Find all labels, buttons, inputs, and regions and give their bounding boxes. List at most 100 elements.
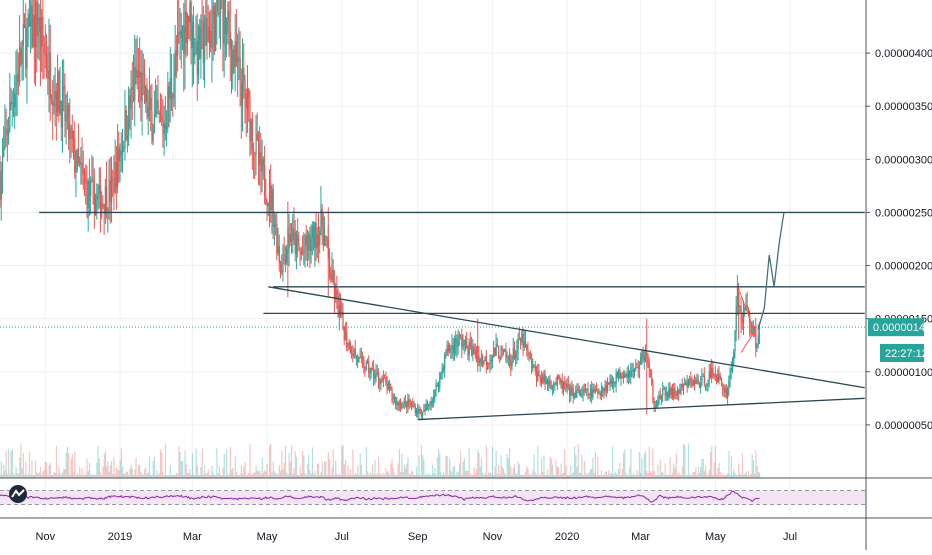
- volume-bar: [711, 446, 712, 478]
- volume-bar: [62, 472, 63, 478]
- volume-bar: [170, 465, 171, 478]
- candle-body: [286, 249, 287, 263]
- volume-bar: [587, 474, 588, 478]
- candle-body: [169, 86, 170, 98]
- volume-bar: [449, 458, 450, 478]
- candle-body: [600, 393, 601, 396]
- volume-bar: [715, 446, 716, 478]
- volume-bar: [602, 475, 603, 478]
- volume-bar: [670, 457, 671, 478]
- volume-bar: [279, 465, 280, 478]
- tradingview-logo-icon[interactable]: [9, 485, 27, 503]
- volume-bar: [720, 472, 721, 478]
- candle-body: [471, 345, 472, 355]
- candle-body: [14, 94, 15, 108]
- candle-body: [270, 183, 271, 210]
- candle-body: [641, 351, 642, 357]
- candle-body: [616, 373, 617, 384]
- candle-body: [575, 391, 576, 397]
- volume-bar: [30, 474, 31, 478]
- volume-bar: [188, 473, 189, 478]
- volume-bar: [134, 470, 135, 478]
- candle-body: [113, 178, 114, 193]
- volume-bar: [383, 473, 384, 478]
- candle-body: [17, 74, 18, 82]
- volume-bar: [64, 469, 65, 478]
- candle-body: [214, 6, 215, 51]
- candle-body: [112, 178, 113, 179]
- candle-body: [361, 356, 362, 357]
- candle-body: [268, 203, 269, 206]
- volume-bar: [151, 475, 152, 478]
- rsi-panel: [0, 491, 866, 505]
- candle-body: [282, 255, 283, 273]
- candle-body: [710, 371, 711, 377]
- candle-body: [651, 377, 652, 385]
- volume-bar: [8, 449, 9, 478]
- volume-bar: [329, 459, 330, 478]
- volume-bar: [654, 471, 655, 478]
- candle-body: [658, 395, 659, 401]
- candle-body: [33, 15, 34, 47]
- candle-body: [90, 181, 91, 196]
- candle-body: [186, 11, 187, 42]
- candle-body: [451, 346, 452, 348]
- volume-bar: [122, 467, 123, 478]
- candle-body: [46, 55, 47, 71]
- candle-body: [220, 0, 221, 13]
- candle-body: [368, 362, 369, 373]
- candle-body: [124, 110, 125, 148]
- candle-body: [154, 115, 155, 133]
- candle-body: [187, 16, 188, 43]
- candle-body: [663, 388, 664, 389]
- candle-body: [52, 102, 53, 106]
- candle-body: [548, 381, 549, 386]
- candle-body: [369, 373, 370, 374]
- x-tick-label: Mar: [183, 531, 202, 543]
- volume-bar: [123, 474, 124, 478]
- volume-bar: [205, 474, 206, 478]
- candle-body: [30, 5, 31, 26]
- candle-body: [11, 102, 12, 104]
- candle-body: [421, 411, 422, 416]
- candle-body: [292, 228, 293, 240]
- volume-bar: [273, 462, 274, 478]
- volume-bar: [40, 467, 41, 478]
- candle-body: [405, 401, 406, 402]
- volume-bar: [742, 454, 743, 478]
- candle-body: [149, 98, 150, 106]
- candle-body: [672, 388, 673, 397]
- candle-body: [747, 305, 748, 308]
- volume-bar: [513, 468, 514, 478]
- candle-body: [429, 405, 430, 406]
- candle-body: [508, 357, 509, 358]
- volume-bar: [447, 456, 448, 478]
- candle-body: [456, 346, 457, 347]
- volume-bar: [597, 457, 598, 478]
- candle-body: [31, 5, 32, 47]
- volume-bar: [36, 473, 37, 478]
- volume-bar: [412, 472, 413, 478]
- volume-bar: [478, 453, 479, 478]
- volume-bar: [289, 453, 290, 478]
- candle-body: [71, 128, 72, 131]
- volume-bar: [438, 449, 439, 478]
- volume-bar: [614, 472, 615, 478]
- candle-body: [182, 25, 183, 38]
- candle-body: [351, 353, 352, 354]
- candle-body: [727, 388, 728, 398]
- candle-body: [360, 356, 361, 357]
- candle-body: [131, 87, 132, 109]
- candle-body: [407, 399, 408, 407]
- volume-bar: [236, 472, 237, 478]
- candle-body: [300, 251, 301, 254]
- candle-body: [99, 185, 100, 193]
- candle-body: [541, 377, 542, 382]
- candle-body: [415, 406, 416, 412]
- volume-bar: [592, 458, 593, 478]
- candle-body: [151, 111, 152, 141]
- volume-bar: [508, 458, 509, 478]
- volume-bar: [12, 450, 13, 478]
